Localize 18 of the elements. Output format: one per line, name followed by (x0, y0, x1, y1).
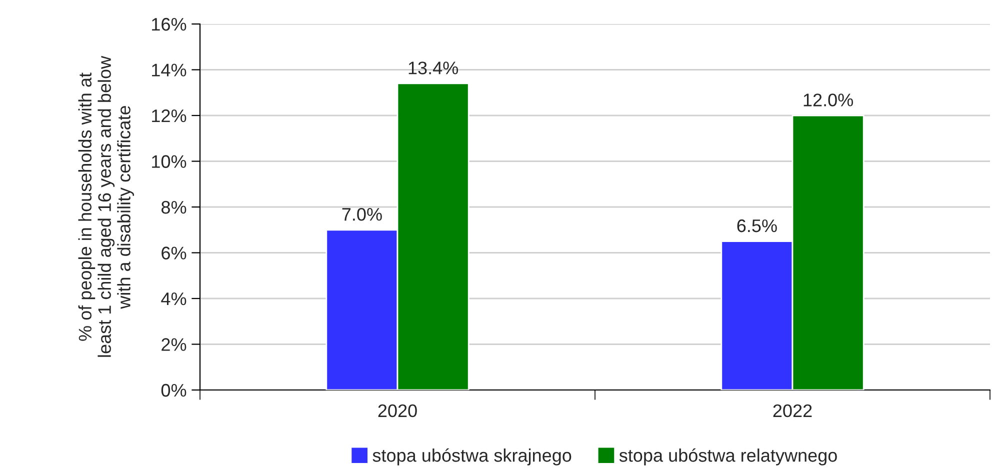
data-label: 7.0% (342, 208, 382, 221)
y-tick-label: 6% (162, 246, 186, 260)
x-tick-label: 2020 (378, 404, 417, 418)
y-tick-label: 2% (162, 338, 186, 351)
y-tick-label: 14% (152, 64, 186, 76)
y-axis-title: % of people in households with at least 1 child aged 16 years and below with a disability certificate (78, 56, 134, 357)
x-tick-label: 2022 (773, 404, 812, 418)
y-tick-label: 4% (161, 292, 186, 306)
legend-label: stopa ubóstwa skrajnego (372, 448, 572, 466)
y-tick-label: 12% (152, 109, 186, 122)
data-label: 12.0% (804, 94, 854, 106)
y-tick-label: 10% (152, 155, 186, 168)
data-label: 13.4% (408, 62, 458, 74)
y-tick-label: 16% (152, 18, 186, 31)
data-label: 6.5% (737, 219, 777, 232)
y-tick-label: 0% (161, 384, 186, 397)
legend-label: stopa ubóstwa relatywnego (619, 448, 837, 466)
y-tick-label: 8% (161, 200, 186, 214)
